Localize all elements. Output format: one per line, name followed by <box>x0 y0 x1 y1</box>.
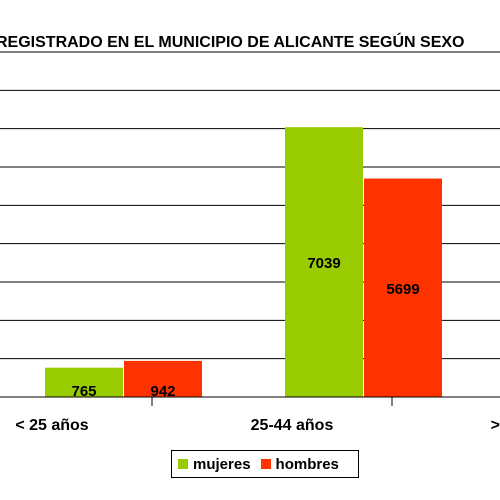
data-label-mujeres: 765 <box>71 383 96 400</box>
legend-swatch-hombres <box>260 459 271 469</box>
bar-hombres <box>364 178 442 397</box>
data-label-hombres: 5699 <box>386 281 419 298</box>
legend-label-mujeres: mujeres <box>193 455 251 473</box>
category-label: 25-44 años <box>251 417 334 434</box>
legend-label-hombres: hombres <box>275 455 339 473</box>
category-label: < 25 años <box>15 417 88 434</box>
legend: mujeres hombres <box>171 450 359 478</box>
data-label-hombres: 942 <box>150 383 175 400</box>
chart-title: REGISTRADO EN EL MUNICIPIO DE ALICANTE S… <box>0 34 465 51</box>
category-label: >= 45 años <box>491 417 500 434</box>
bar-mujeres <box>285 127 363 398</box>
legend-swatch-mujeres <box>178 459 188 469</box>
data-label-mujeres: 7039 <box>307 255 340 272</box>
bar-mujeres <box>45 367 123 397</box>
legend-item-hombres: hombres <box>260 455 339 473</box>
legend-item-mujeres: mujeres <box>178 456 251 473</box>
bar-hombres <box>124 360 202 397</box>
